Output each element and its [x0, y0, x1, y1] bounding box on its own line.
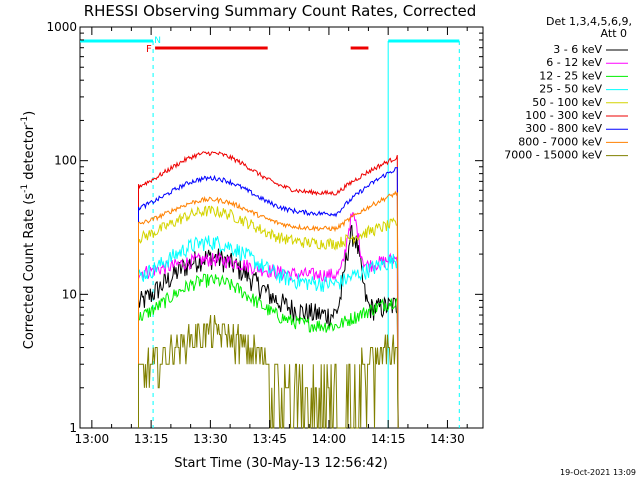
legend-entry-label: 3 - 6 keV [553, 43, 602, 56]
legend-header-1: Det 1,3,4,5,6,9, [546, 15, 632, 28]
series-layer [138, 151, 399, 429]
legend-entry-label: 300 - 800 keV [525, 122, 602, 135]
y-tick-label: 10 [62, 287, 77, 301]
chart-title: RHESSI Observing Summary Count Rates, Co… [84, 2, 477, 20]
legend-entry-label: 6 - 12 keV [546, 56, 602, 69]
legend-entry-label: 25 - 50 keV [539, 83, 602, 96]
series-line-300-800keV [138, 166, 399, 429]
legend-entry-label: 12 - 25 keV [539, 69, 602, 82]
series-line-25-50keV [138, 235, 399, 429]
series-line-12-25keV [138, 273, 399, 429]
legend-entry-label: 800 - 7000 keV [518, 135, 602, 148]
y-tick-label: 1 [69, 421, 77, 435]
axes-layer: 1 10 100 1000 13:00 13:15 13:30 13:45 14:00 14:15… [46, 20, 483, 446]
x-tick-label: 14:30 [430, 432, 465, 446]
y-tick-label: 100 [54, 154, 77, 168]
plot-frame [79, 26, 484, 429]
night-flag-label: N [154, 36, 161, 46]
flare-flag-label: F [146, 44, 152, 55]
series-line-50-100keV [138, 205, 399, 429]
x-tick-label: 14:15 [371, 432, 406, 446]
y-tick-label: 1000 [46, 20, 77, 34]
legend-entry-label: 50 - 100 keV [532, 96, 602, 109]
legend-entry-label: 100 - 300 keV [525, 109, 602, 122]
series-line-7000-15000keV [138, 314, 399, 429]
legend-entry-label: 7000 - 15000 keV [504, 149, 602, 162]
series-line-100-300keV [138, 151, 399, 429]
x-tick-label: 14:00 [312, 432, 347, 446]
y-axis-label: Corrected Count Rate (s-1 detector-1) [20, 111, 37, 349]
timestamp: 19-Oct-2021 13:09 [560, 468, 636, 477]
x-tick-label: 13:00 [75, 432, 110, 446]
x-tick-label: 13:45 [252, 432, 287, 446]
x-axis-label: Start Time (30-May-13 12:56:42) [174, 456, 388, 471]
series-line-800-7000keV [138, 190, 399, 429]
x-tick-label: 13:30 [193, 432, 228, 446]
x-tick-label: 13:15 [134, 432, 169, 446]
series-line-6-12keV [138, 211, 399, 429]
legend-header-2: Att 0 [601, 27, 627, 40]
